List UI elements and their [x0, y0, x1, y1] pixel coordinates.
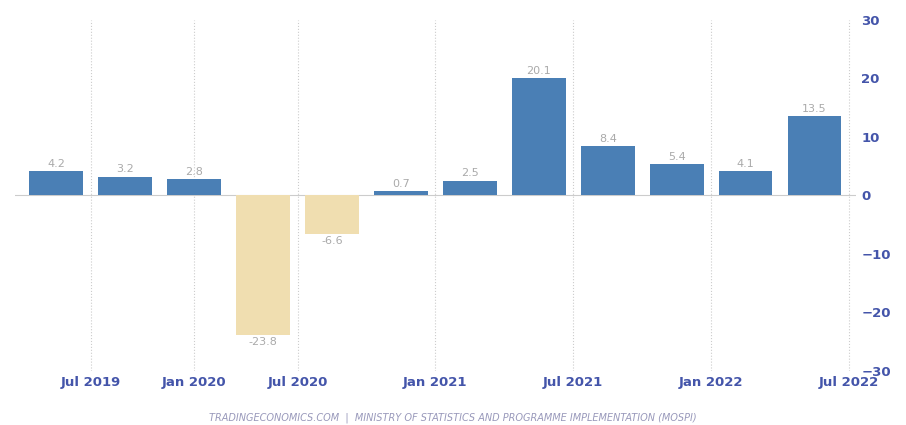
Bar — [581, 146, 634, 196]
Text: TRADINGECONOMICS.COM  |  MINISTRY OF STATISTICS AND PROGRAMME IMPLEMENTATION (MO: TRADINGECONOMICS.COM | MINISTRY OF STATI… — [209, 412, 697, 423]
Bar — [236, 196, 290, 334]
Bar — [374, 191, 428, 196]
Bar — [512, 78, 565, 196]
Bar — [787, 116, 842, 196]
Text: 3.2: 3.2 — [116, 164, 134, 174]
Bar — [30, 171, 83, 196]
Text: 4.2: 4.2 — [47, 159, 65, 169]
Text: 20.1: 20.1 — [526, 65, 551, 76]
Text: 4.1: 4.1 — [737, 159, 755, 169]
Bar — [650, 164, 703, 196]
Bar — [718, 171, 773, 196]
Bar — [99, 177, 152, 196]
Bar — [168, 179, 221, 196]
Text: 8.4: 8.4 — [599, 134, 617, 144]
Text: 2.8: 2.8 — [185, 167, 203, 177]
Text: -23.8: -23.8 — [248, 337, 277, 347]
Text: 13.5: 13.5 — [802, 104, 827, 114]
Text: 5.4: 5.4 — [668, 152, 686, 162]
Text: 0.7: 0.7 — [392, 179, 410, 189]
Bar — [305, 196, 359, 234]
Bar — [443, 181, 496, 196]
Text: 2.5: 2.5 — [461, 168, 478, 178]
Text: -6.6: -6.6 — [322, 236, 342, 246]
